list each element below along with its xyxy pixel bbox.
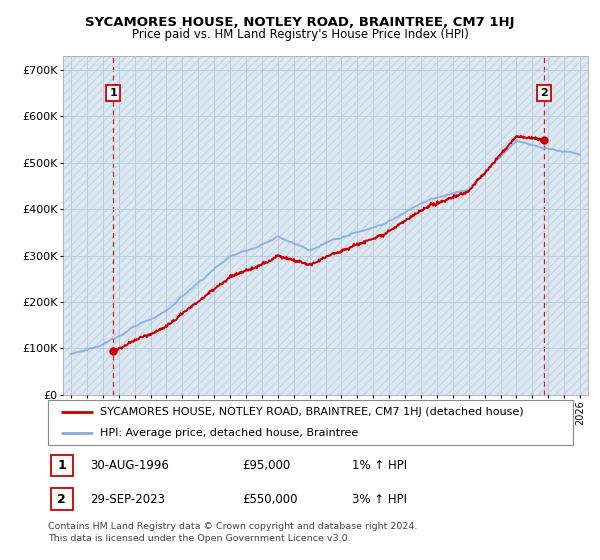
Text: 3% ↑ HPI: 3% ↑ HPI xyxy=(353,493,407,506)
Text: HPI: Average price, detached house, Braintree: HPI: Average price, detached house, Brai… xyxy=(101,428,359,438)
FancyBboxPatch shape xyxy=(50,488,73,510)
FancyBboxPatch shape xyxy=(48,400,573,445)
FancyBboxPatch shape xyxy=(50,455,73,477)
Text: 1: 1 xyxy=(57,459,66,472)
Text: Contains HM Land Registry data © Crown copyright and database right 2024.
This d: Contains HM Land Registry data © Crown c… xyxy=(48,522,418,543)
Text: 2: 2 xyxy=(541,88,548,98)
Text: SYCAMORES HOUSE, NOTLEY ROAD, BRAINTREE, CM7 1HJ: SYCAMORES HOUSE, NOTLEY ROAD, BRAINTREE,… xyxy=(85,16,515,29)
Text: 1% ↑ HPI: 1% ↑ HPI xyxy=(353,459,407,472)
Text: SYCAMORES HOUSE, NOTLEY ROAD, BRAINTREE, CM7 1HJ (detached house): SYCAMORES HOUSE, NOTLEY ROAD, BRAINTREE,… xyxy=(101,408,524,418)
Text: 1: 1 xyxy=(109,88,117,98)
Text: £95,000: £95,000 xyxy=(242,459,290,472)
Bar xyxy=(63,56,588,395)
Text: 29-SEP-2023: 29-SEP-2023 xyxy=(90,493,165,506)
Text: Price paid vs. HM Land Registry's House Price Index (HPI): Price paid vs. HM Land Registry's House … xyxy=(131,28,469,41)
Text: 2: 2 xyxy=(57,493,66,506)
Text: £550,000: £550,000 xyxy=(242,493,298,506)
Text: 30-AUG-1996: 30-AUG-1996 xyxy=(90,459,169,472)
